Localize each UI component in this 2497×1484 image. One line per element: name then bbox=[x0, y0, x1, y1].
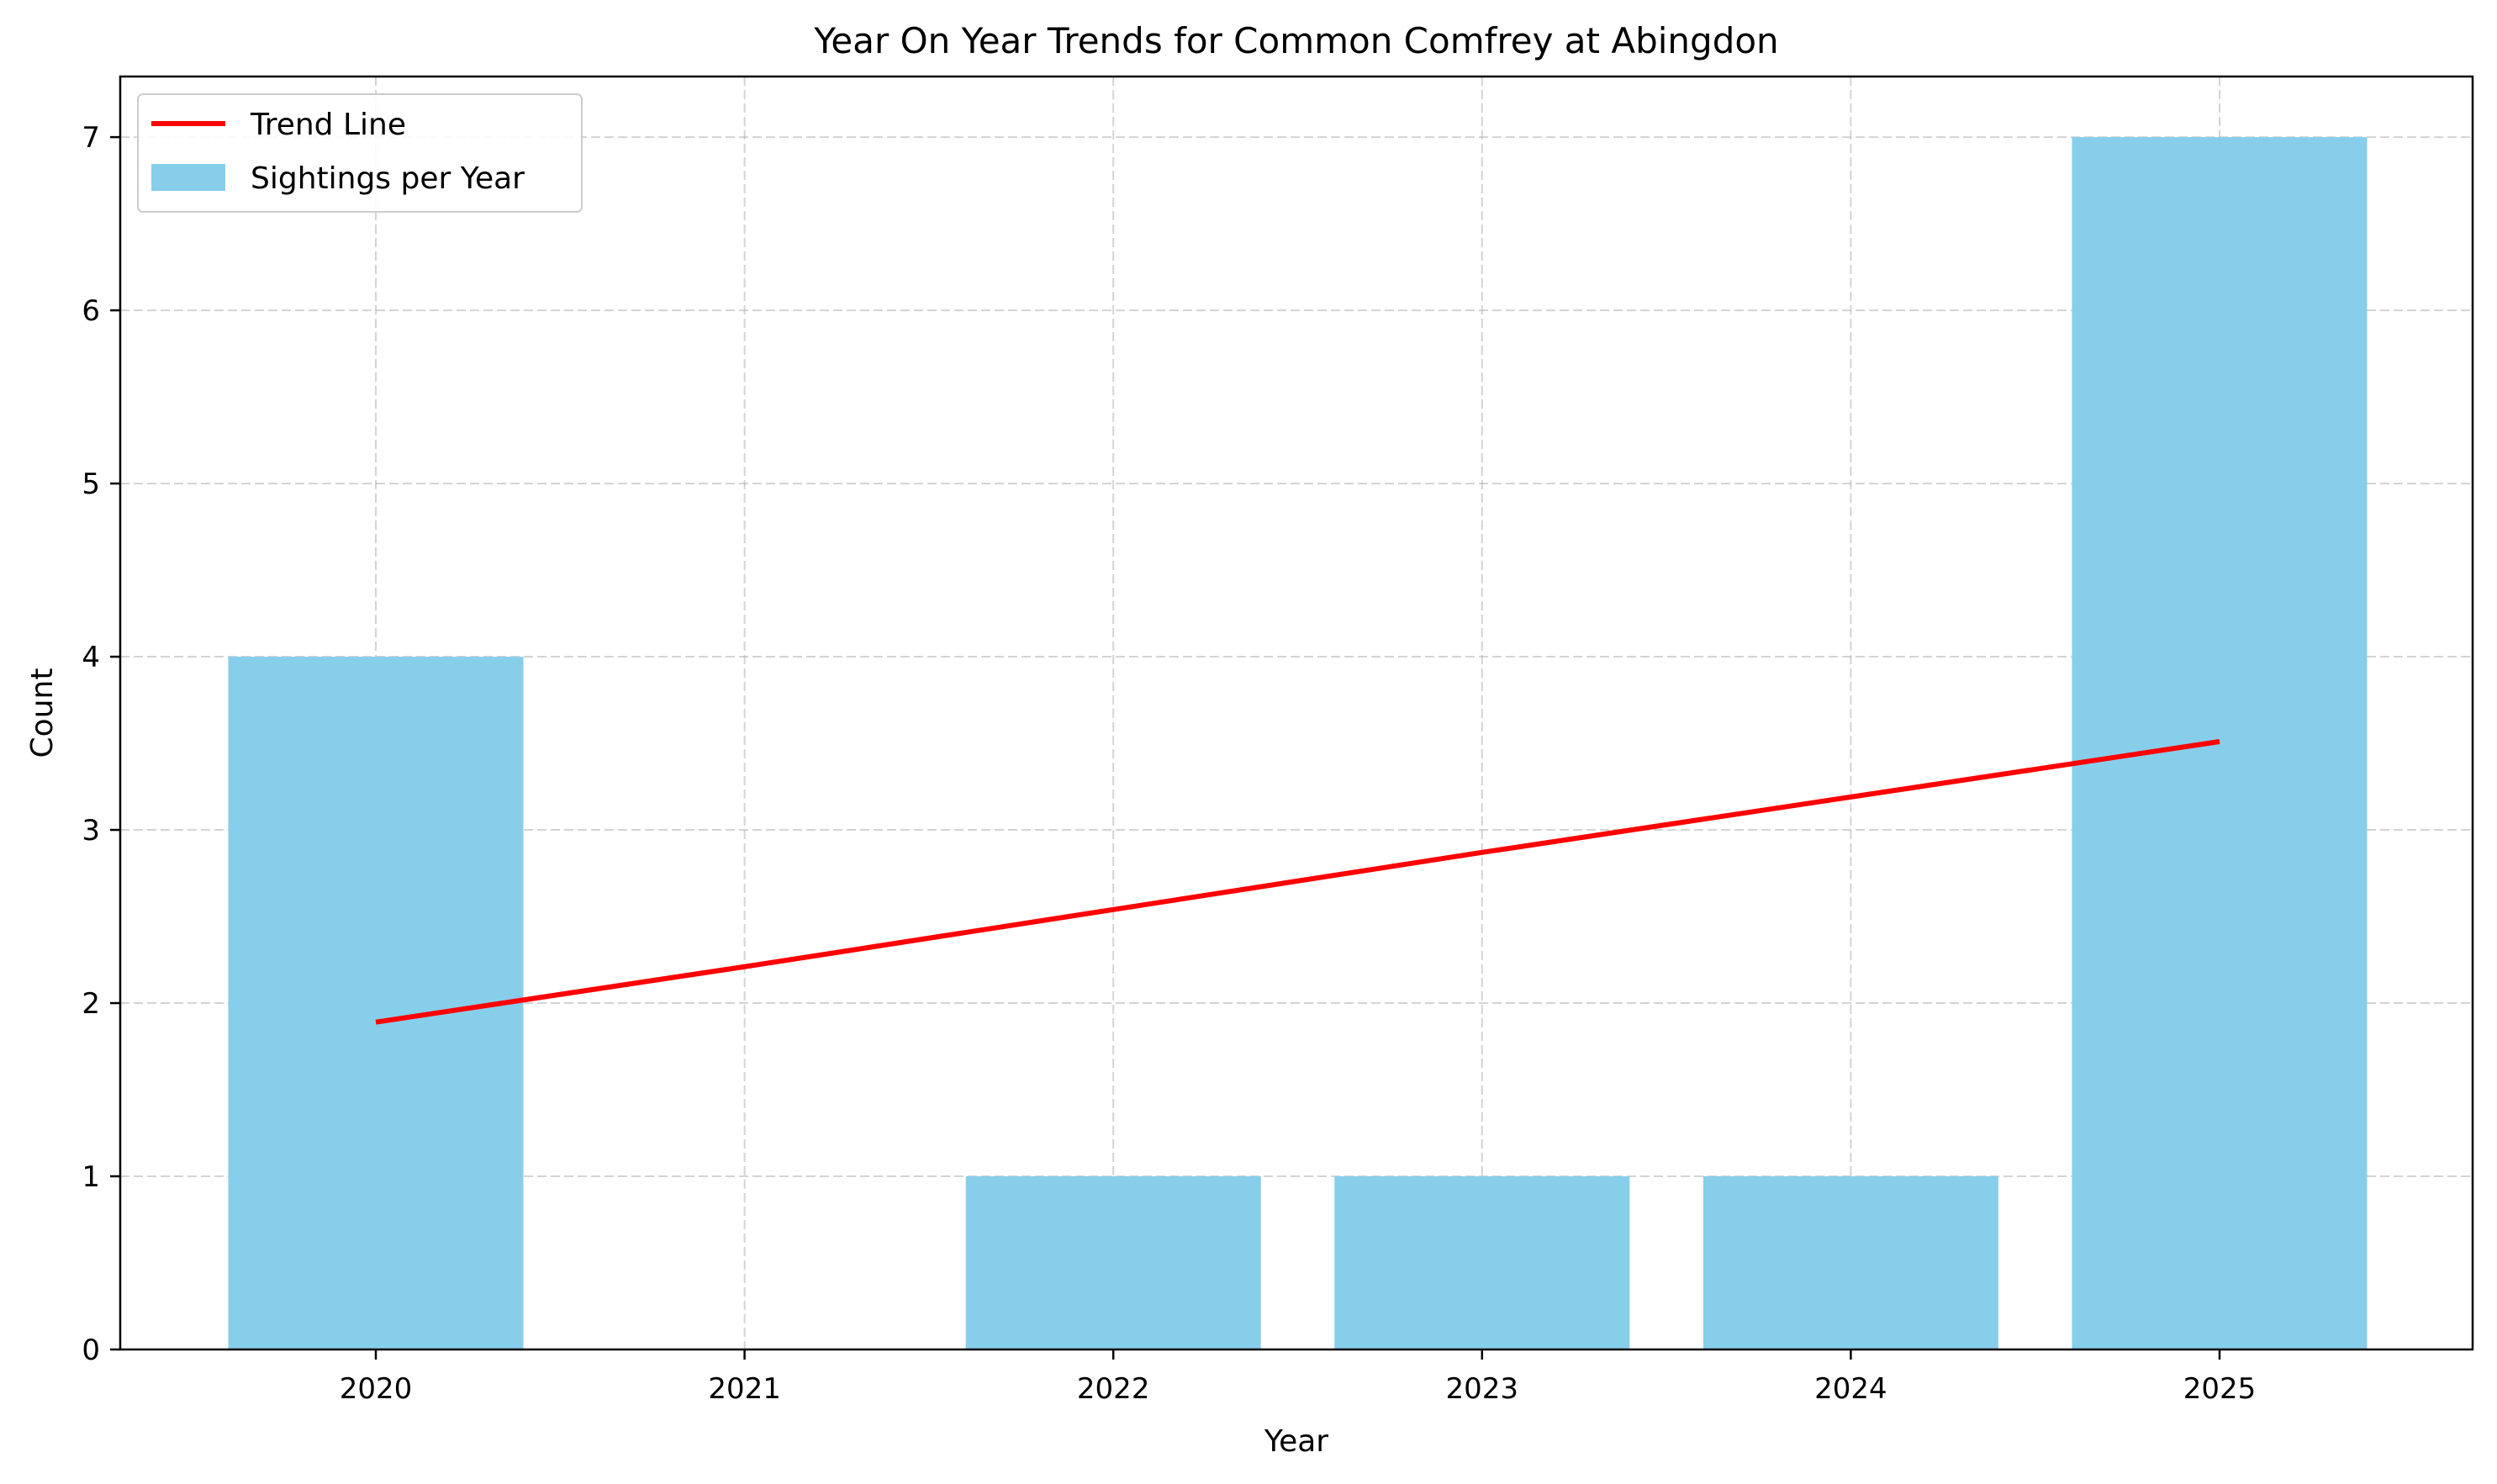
y-tick-label: 2 bbox=[82, 987, 100, 1021]
bar-2022 bbox=[965, 1176, 1261, 1349]
x-axis: 2020 2021 2022 2023 2024 2025 bbox=[340, 1349, 2257, 1406]
legend-box bbox=[137, 93, 583, 213]
x-axis-label: Year bbox=[1264, 1424, 1328, 1459]
plot-frame bbox=[119, 75, 2474, 1351]
trend-group bbox=[375, 739, 2220, 1025]
legend: Trend Line Sightings per Year bbox=[137, 93, 583, 213]
legend-bar-swatch bbox=[151, 164, 225, 191]
y-axis: 0 1 2 3 4 5 6 7 bbox=[82, 121, 120, 1367]
bars-group bbox=[228, 137, 2368, 1350]
x-tick-label: 2025 bbox=[2183, 1372, 2257, 1406]
bar-2020 bbox=[228, 657, 524, 1349]
y-tick-label: 0 bbox=[82, 1333, 100, 1367]
legend-trend-label: Trend Line bbox=[250, 108, 406, 142]
y-tick-label: 6 bbox=[82, 294, 100, 328]
trend-line bbox=[375, 739, 2220, 1025]
x-tick-label: 2022 bbox=[1077, 1372, 1150, 1406]
x-tick-label: 2020 bbox=[340, 1372, 413, 1406]
y-tick-label: 7 bbox=[82, 121, 100, 155]
bar-2024 bbox=[1702, 1176, 1998, 1349]
y-tick-label: 4 bbox=[82, 641, 100, 674]
y-tick-label: 3 bbox=[82, 814, 100, 848]
y-axis-label: Count bbox=[25, 668, 60, 758]
bar-2023 bbox=[1334, 1176, 1630, 1349]
chart-title: Year On Year Trends for Common Comfrey a… bbox=[813, 20, 1778, 61]
y-tick-label: 5 bbox=[82, 467, 100, 501]
x-tick-label: 2021 bbox=[708, 1372, 781, 1406]
legend-bar-label: Sightings per Year bbox=[251, 161, 525, 196]
x-tick-label: 2024 bbox=[1814, 1372, 1887, 1406]
y-tick-label: 1 bbox=[82, 1160, 100, 1194]
x-tick-label: 2023 bbox=[1446, 1372, 1519, 1406]
